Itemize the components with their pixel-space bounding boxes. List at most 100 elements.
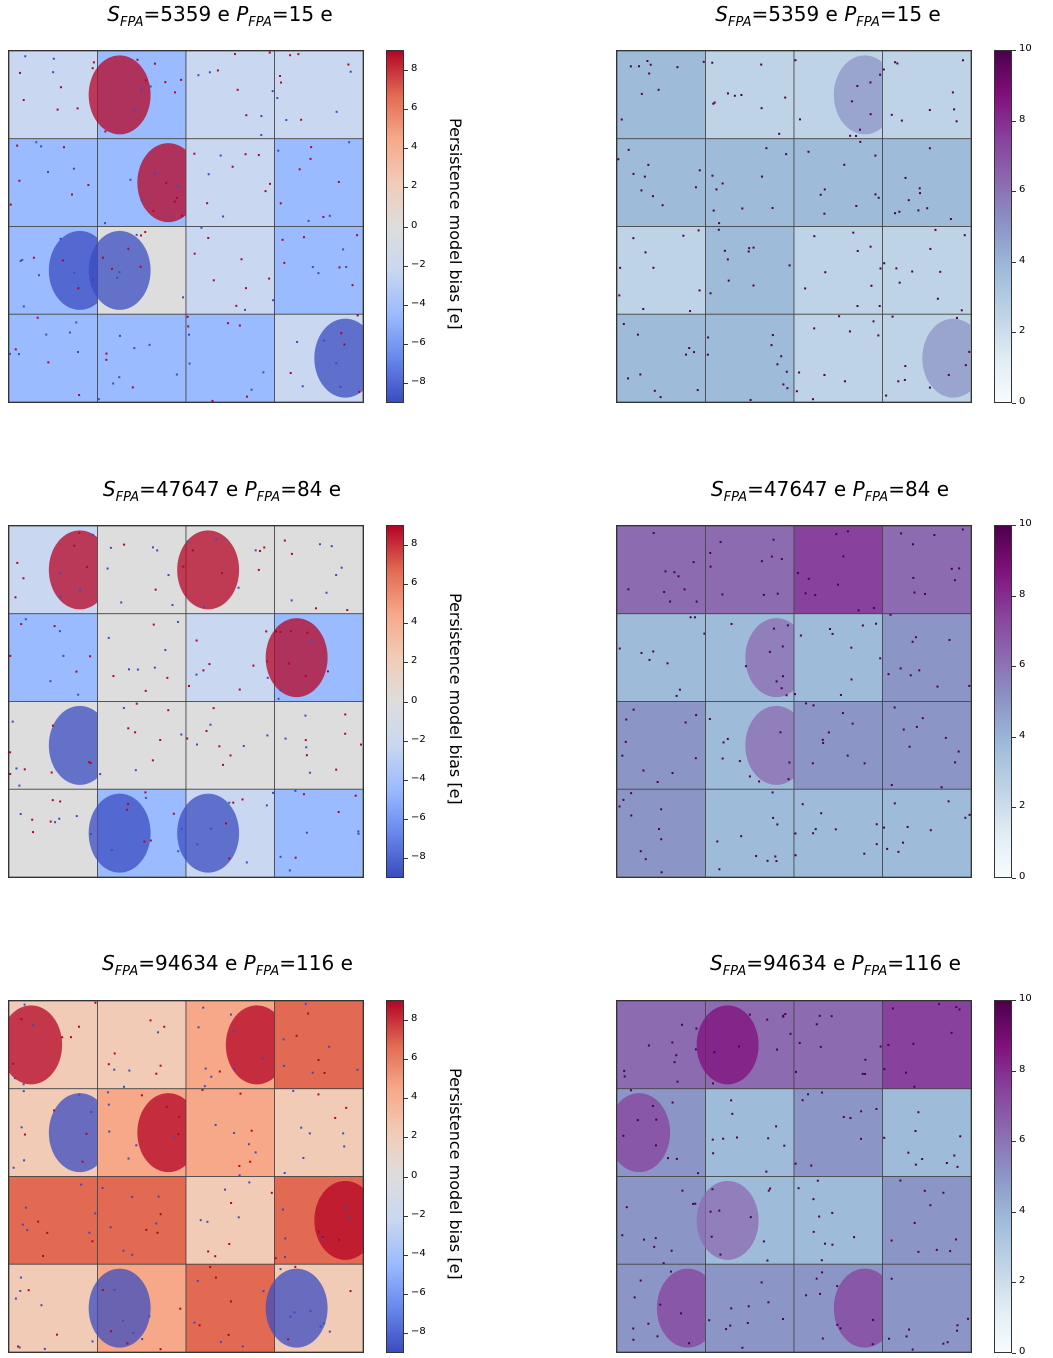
pixel-speckle [36,316,39,319]
colorbar-tick-label: 2 [1019,325,1026,337]
pixel-speckle [760,63,763,66]
pixel-speckle [279,74,282,77]
pixel-speckle [879,267,882,270]
pixel-speckle [292,1089,295,1092]
pixel-speckle [968,813,971,816]
detector-tile [882,50,972,140]
pixel-speckle [712,209,715,212]
s-value: =94634 e [138,951,244,975]
colorbar-tick-mark [1012,525,1016,526]
pixel-speckle [59,86,62,89]
pixel-speckle [287,1338,290,1341]
pixel-speckle [771,207,774,210]
pixel-speckle [208,663,211,666]
pixel-speckle [163,1025,166,1028]
pixel-speckle [26,1229,29,1232]
persistence-blob [88,1268,151,1348]
pixel-speckle [837,583,840,586]
pixel-speckle [647,1044,650,1047]
detector-tile [705,788,795,878]
pixel-speckle [958,567,961,570]
pixel-speckle [788,761,791,764]
pixel-speckle [864,1073,867,1076]
pixel-speckle [335,768,338,771]
pixel-speckle [953,579,956,582]
pixel-speckle [689,616,692,619]
pixel-speckle [630,792,633,795]
pixel-speckle [813,327,816,330]
pixel-speckle [890,1277,893,1280]
pixel-speckle [297,53,300,56]
pixel-speckle [935,1248,938,1251]
pixel-speckle [210,1075,213,1078]
pixel-speckle [321,1237,324,1240]
pixel-speckle [68,331,71,334]
pixel-speckle [640,92,643,95]
pixel-speckle [627,148,630,151]
persistence-blob [608,1093,671,1173]
colorbar-tick-label: 4 [1019,1204,1026,1216]
pixel-speckle [250,388,253,391]
pixel-speckle [775,860,778,863]
pixel-speckle [200,226,203,229]
pixel-speckle [629,65,632,68]
pixel-speckle [197,74,200,77]
pixel-speckle [767,1137,770,1140]
pixel-speckle [794,59,797,62]
pixel-speckle [152,623,155,626]
pixel-speckle [958,1008,961,1011]
colorbar-tick-mark [404,1137,408,1139]
pixel-speckle [919,192,922,195]
pixel-speckle [819,1045,822,1048]
pixel-speckle [144,231,147,234]
persistence-blob [137,143,200,223]
pixel-speckle [157,1195,160,1198]
pixel-speckle [85,565,88,568]
pixel-speckle [874,193,877,196]
pixel-speckle [669,1270,672,1273]
pixel-speckle [322,215,325,218]
colorbar-tick-label: 6 [1019,1134,1026,1146]
pixel-speckle [89,655,92,658]
pixel-speckle [237,586,240,589]
pixel-speckle [293,1311,296,1314]
panel-title: SFPA=94634 e PFPA=116 e [710,951,961,979]
pixel-speckle [947,800,950,803]
pixel-speckle [785,694,788,697]
pixel-speckle [814,828,817,831]
pixel-speckle [694,1202,697,1205]
pixel-speckle [32,256,35,259]
pixel-speckle [187,325,190,328]
detector-tile [705,525,795,615]
persistence-blob [745,705,808,785]
colorbar-tick-label: −2 [411,1208,426,1220]
pixel-speckle [954,761,957,764]
pixel-speckle [323,1071,326,1074]
pixel-speckle [151,546,154,549]
panel-title: SFPA=47647 e PFPA=84 e [102,477,342,505]
heatmap-svg [616,525,972,878]
pixel-speckle [907,199,910,202]
pixel-speckle [694,1048,697,1051]
pixel-speckle [288,662,291,665]
persistence-blob [48,705,111,785]
pixel-speckle [828,627,831,630]
pixel-speckle [54,821,57,824]
pixel-speckle [175,196,178,199]
pixel-speckle [798,118,801,121]
colorbar-tick-label: −8 [411,1326,426,1338]
pixel-speckle [177,850,180,853]
pixel-speckle [18,71,21,74]
pixel-speckle [722,1137,725,1140]
pixel-speckle [647,163,650,166]
colorbar-tick-mark [1012,50,1016,51]
pixel-speckle [804,592,807,595]
pixel-speckle [670,1249,673,1252]
pixel-speckle [272,299,275,302]
pixel-speckle [897,380,900,383]
pixel-speckle [156,1231,159,1234]
pixel-speckle [72,167,75,170]
pixel-speckle [214,1123,217,1126]
pixel-speckle [717,228,720,231]
pixel-speckle [104,222,107,225]
